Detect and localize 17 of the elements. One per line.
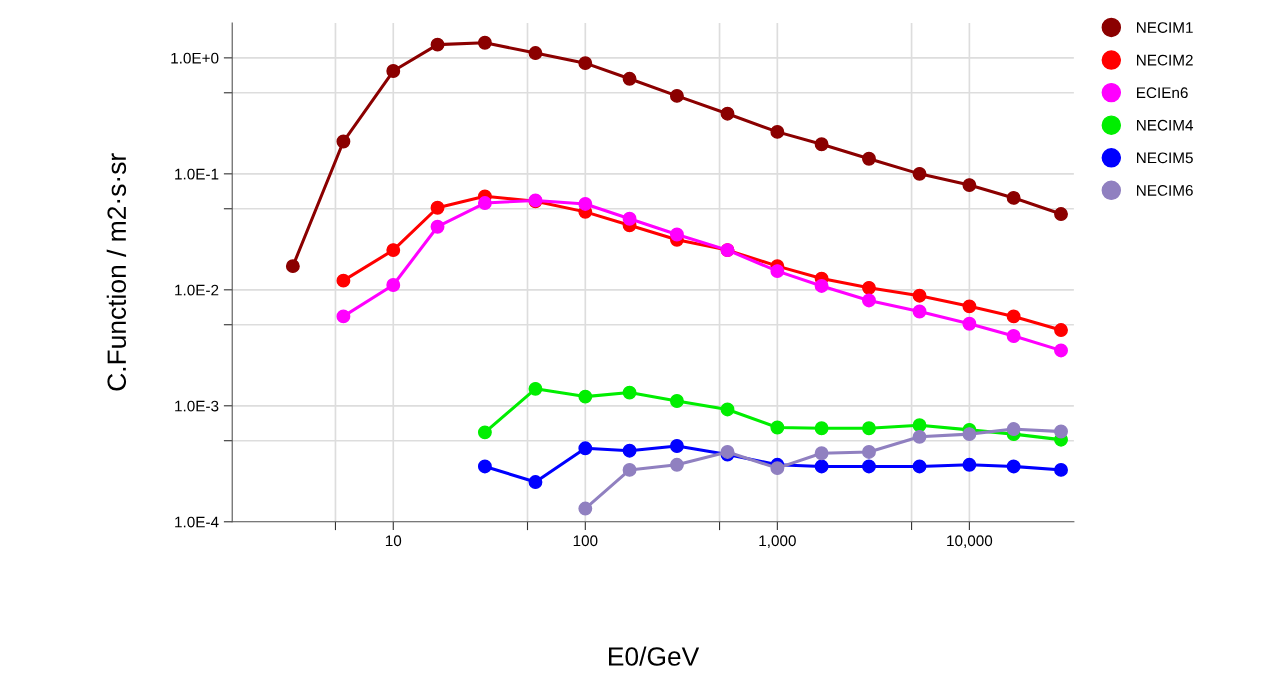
x-tick-label: 100 bbox=[573, 535, 598, 547]
x-tick-label: 1,000 bbox=[759, 535, 796, 548]
legend-label: NECIM5 bbox=[1137, 152, 1193, 164]
legend-label: NECIM6 bbox=[1137, 185, 1193, 196]
y-axis-title: C.Function / m2·s·sr bbox=[106, 153, 127, 391]
x-tick-label: 10 bbox=[385, 535, 402, 547]
legend-label: NECIM2 bbox=[1137, 54, 1193, 66]
y-tick-label: 1.0E-2 bbox=[175, 284, 219, 296]
x-axis-title: E0/GeV bbox=[609, 646, 700, 666]
y-tick-label: 1.0E-3 bbox=[175, 400, 219, 412]
y-tick-label: 1.0E-1 bbox=[175, 168, 219, 180]
legend-label: NECIM4 bbox=[1137, 119, 1194, 131]
legend-label: NECIM1 bbox=[1137, 22, 1193, 33]
x-tick-label: 10,000 bbox=[947, 535, 993, 548]
legend-label: ECIEn6 bbox=[1137, 87, 1188, 99]
y-tick-label: 1.0E-4 bbox=[175, 516, 219, 528]
y-tick-label: 1.0E+0 bbox=[171, 52, 219, 64]
